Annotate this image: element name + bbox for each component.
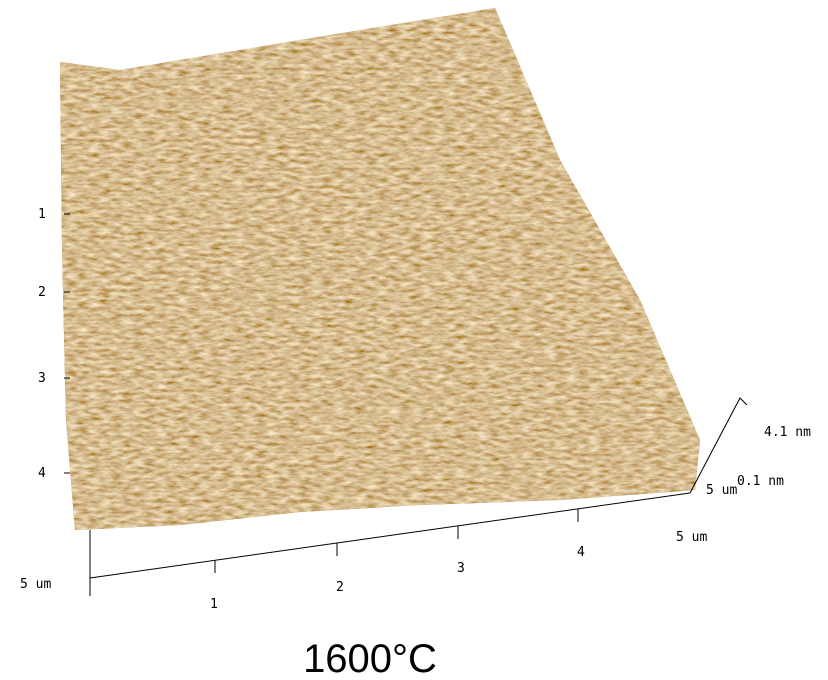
bottom-tick-label: 2: [336, 580, 344, 595]
axis-end-label: 5 um: [676, 530, 707, 545]
bottom-tick-label: 3: [457, 561, 465, 576]
left-tick-label: 3: [38, 371, 46, 386]
z-max-label: 4.1 nm: [764, 425, 811, 440]
caption: 1600°C: [303, 637, 437, 680]
surface: [60, 8, 700, 530]
z-min-label: 0.1 nm: [737, 474, 784, 489]
left-tick-label: 4: [38, 466, 46, 481]
bottom-tick-label: 4: [577, 545, 585, 560]
left-tick-label: 1: [38, 207, 46, 222]
left-tick-label: 2: [38, 285, 46, 300]
z-axis: [689, 397, 748, 494]
axis-start-label: 5 um: [20, 577, 51, 592]
x-axis: [89, 492, 691, 579]
depth-label: 5 um: [706, 483, 737, 498]
bottom-tick-label: 1: [210, 597, 218, 612]
